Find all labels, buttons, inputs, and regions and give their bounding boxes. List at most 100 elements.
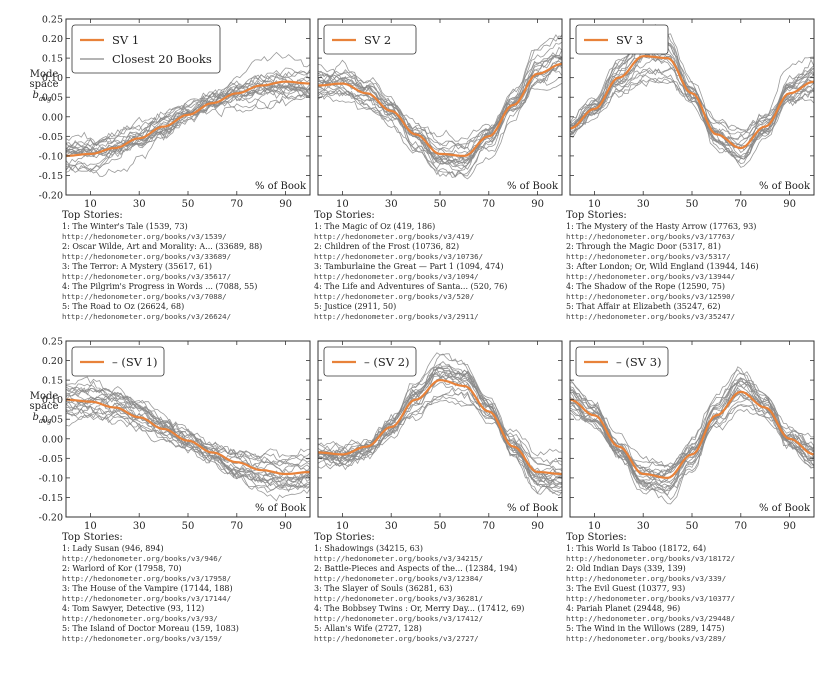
story-url[interactable]: http://hedonometer.org/books/v3/26624/: [62, 312, 232, 321]
story-title: 5: Allan's Wife (2727, 128): [314, 624, 422, 633]
story-url[interactable]: http://hedonometer.org/books/v3/7088/: [62, 292, 227, 301]
y-tick-label: 0.15: [42, 54, 63, 65]
legend-label: Closest 20 Books: [112, 52, 212, 66]
story-url[interactable]: http://hedonometer.org/books/v3/1539/: [62, 232, 227, 241]
panel-4: 10 30 50 70 90 -0.20 -0.15 -0.10 -0.05 0.00 0.05 0.…: [29, 337, 311, 532]
closest-books-lines: [318, 34, 562, 180]
story-url[interactable]: http://hedonometer.org/books/v3/2727/: [314, 634, 479, 643]
story-url[interactable]: http://hedonometer.org/books/v3/12384/: [314, 574, 484, 583]
story-title: 3: The Evil Guest (10377, 93): [566, 584, 686, 593]
x-tick-label: 10: [336, 521, 349, 532]
story-url[interactable]: http://hedonometer.org/books/v3/35617/: [62, 272, 232, 281]
y-tick-label: 0.10: [42, 73, 63, 84]
x-tick-label: 30: [133, 199, 146, 210]
x-tick-label: 30: [637, 521, 650, 532]
story-url[interactable]: http://hedonometer.org/books/v3/17763/: [566, 232, 736, 241]
top-stories-2: Top Stories: 1: The Magic of Oz (419, 186…: [314, 210, 564, 322]
sv-line: [66, 398, 310, 476]
story-title: 1: Shadowings (34215, 63): [314, 544, 423, 553]
story-url[interactable]: http://hedonometer.org/books/v3/36281/: [314, 594, 484, 603]
book-line: [66, 73, 310, 173]
story-url[interactable]: http://hedonometer.org/books/v3/10736/: [314, 252, 484, 261]
top-stories-5: Top Stories: 1: Shadowings (34215, 63) htt…: [314, 532, 564, 644]
story-url[interactable]: http://hedonometer.org/books/v3/33689/: [62, 252, 232, 261]
y-tick-label: 0.20: [42, 356, 63, 367]
book-line: [318, 60, 562, 165]
top-stories-header: Top Stories:: [566, 532, 627, 543]
story-url[interactable]: http://hedonometer.org/books/v3/12590/: [566, 292, 736, 301]
story-title: 4: The Bobbsey Twins : Or, Merry Day... …: [314, 604, 525, 613]
story-url[interactable]: http://hedonometer.org/books/v3/17958/: [62, 574, 232, 583]
story-url[interactable]: http://hedonometer.org/books/v3/946/: [62, 554, 223, 563]
x-tick-label: 90: [279, 521, 292, 532]
y-axis-label: Mode space bavg: [29, 69, 58, 103]
top-stories-header: Top Stories:: [314, 532, 375, 543]
story-title: 1: This World Is Taboo (18172, 64): [566, 544, 707, 553]
story-url[interactable]: http://hedonometer.org/books/v3/18172/: [566, 554, 736, 563]
book-line: [66, 82, 310, 173]
x-tick-label: 90: [783, 521, 796, 532]
book-line: [570, 380, 814, 496]
y-tick-label: -0.20: [39, 191, 63, 202]
top-stories-6: Top Stories: 1: This World Is Taboo (1817…: [566, 532, 816, 644]
x-tick-label: 10: [588, 521, 601, 532]
book-line: [570, 376, 814, 491]
book-line: [66, 51, 310, 177]
book-line: [318, 55, 562, 180]
story-url[interactable]: http://hedonometer.org/books/v3/1094/: [314, 272, 479, 281]
story-url[interactable]: http://hedonometer.org/books/v3/520/: [314, 292, 475, 301]
story-title: 4: The Shadow of the Rope (12590, 75): [566, 282, 725, 291]
top-stories-3: Top Stories: 1: The Mystery of the Hasty …: [566, 210, 816, 322]
legend-box: [575, 346, 669, 377]
book-line: [66, 397, 310, 479]
book-line: [318, 399, 562, 466]
book-line: [318, 34, 562, 178]
sv-line: [318, 378, 562, 476]
story-title: 3: The Terror: A Mystery (35617, 61): [62, 262, 212, 271]
x-tick-label: 90: [531, 521, 544, 532]
story-url[interactable]: http://hedonometer.org/books/v3/35247/: [566, 312, 736, 321]
story-title: 2: Through the Magic Door (5317, 81): [566, 242, 722, 251]
book-line: [318, 368, 562, 485]
panel-3: 10 30 50 70 90 % of Book SV 3: [569, 18, 815, 210]
top-stories-4: Top Stories: 1: Lady Susan (946, 894) http…: [62, 532, 312, 644]
story-url[interactable]: http://hedonometer.org/books/v3/93/: [62, 614, 218, 623]
story-url[interactable]: http://hedonometer.org/books/v3/13944/: [566, 272, 736, 281]
y-tick-label: 0.25: [42, 15, 63, 26]
book-line: [318, 366, 562, 482]
story-url[interactable]: http://hedonometer.org/books/v3/29448/: [566, 614, 736, 623]
story-url[interactable]: http://hedonometer.org/books/v3/289/: [566, 634, 727, 643]
top-stories-header: Top Stories:: [314, 210, 375, 221]
story-url[interactable]: http://hedonometer.org/books/v3/2911/: [314, 312, 479, 321]
story-title: 2: Oscar Wilde, Art and Morality: A... (…: [62, 242, 263, 251]
story-title: 3: Tamburlaine the Great — Part 1 (1094,…: [314, 262, 504, 271]
story-url[interactable]: http://hedonometer.org/books/v3/17412/: [314, 614, 484, 623]
story-title: 1: The Magic of Oz (419, 186): [314, 222, 436, 231]
story-title: 4: The Pilgrim's Progress in Words ... (…: [62, 282, 258, 291]
book-line: [318, 82, 562, 142]
x-tick-label: 50: [686, 521, 699, 532]
x-tick-label: 90: [531, 199, 544, 210]
story-url[interactable]: http://hedonometer.org/books/v3/5317/: [566, 252, 731, 261]
book-line: [570, 44, 814, 149]
x-tick-label: 50: [434, 521, 447, 532]
x-tick-label: 50: [182, 521, 195, 532]
y-tick-label: 0.00: [42, 434, 63, 445]
story-title: 1: The Mystery of the Hasty Arrow (17763…: [566, 222, 757, 231]
story-url[interactable]: http://hedonometer.org/books/v3/34215/: [314, 554, 484, 563]
x-tick-label: 10: [336, 199, 349, 210]
x-tick-label: 10: [84, 521, 97, 532]
story-url[interactable]: http://hedonometer.org/books/v3/159/: [62, 634, 223, 643]
story-title: 5: Justice (2911, 50): [314, 302, 397, 311]
story-url[interactable]: http://hedonometer.org/books/v3/10377/: [566, 594, 736, 603]
x-tick-label: 10: [588, 199, 601, 210]
book-line: [570, 396, 814, 468]
x-tick-label: 70: [734, 521, 747, 532]
x-tick-label: 30: [385, 199, 398, 210]
story-title: 3: The Slayer of Souls (36281, 63): [314, 584, 453, 593]
story-url[interactable]: http://hedonometer.org/books/v3/339/: [566, 574, 727, 583]
legend-label: SV 2: [364, 33, 391, 47]
story-url[interactable]: http://hedonometer.org/books/v3/419/: [314, 232, 475, 241]
story-url[interactable]: http://hedonometer.org/books/v3/17144/: [62, 594, 232, 603]
legend-label: – (SV 1): [112, 355, 158, 369]
